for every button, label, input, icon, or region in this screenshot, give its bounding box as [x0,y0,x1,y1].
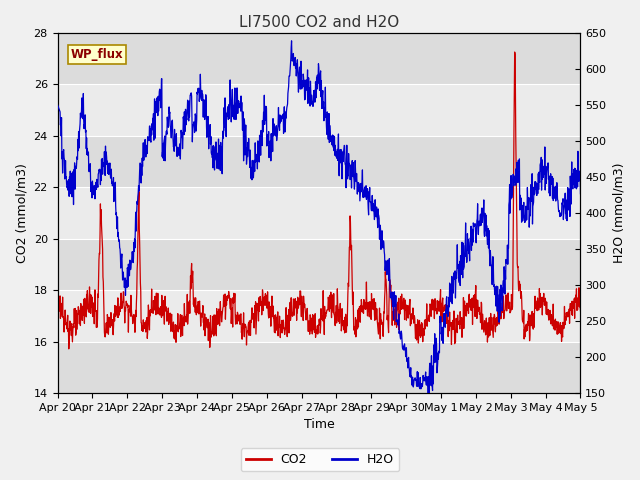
Y-axis label: CO2 (mmol/m3): CO2 (mmol/m3) [15,163,28,263]
Title: LI7500 CO2 and H2O: LI7500 CO2 and H2O [239,15,399,30]
Bar [58,84,580,135]
Bar [58,33,580,84]
Bar [58,135,580,187]
X-axis label: Time: Time [303,419,334,432]
Y-axis label: H2O (mmol/m3): H2O (mmol/m3) [612,163,625,263]
Bar [58,290,580,342]
Bar [58,342,580,393]
Bar [58,187,580,239]
Bar [58,239,580,290]
Text: WP_flux: WP_flux [70,48,124,61]
Legend: CO2, H2O: CO2, H2O [241,448,399,471]
